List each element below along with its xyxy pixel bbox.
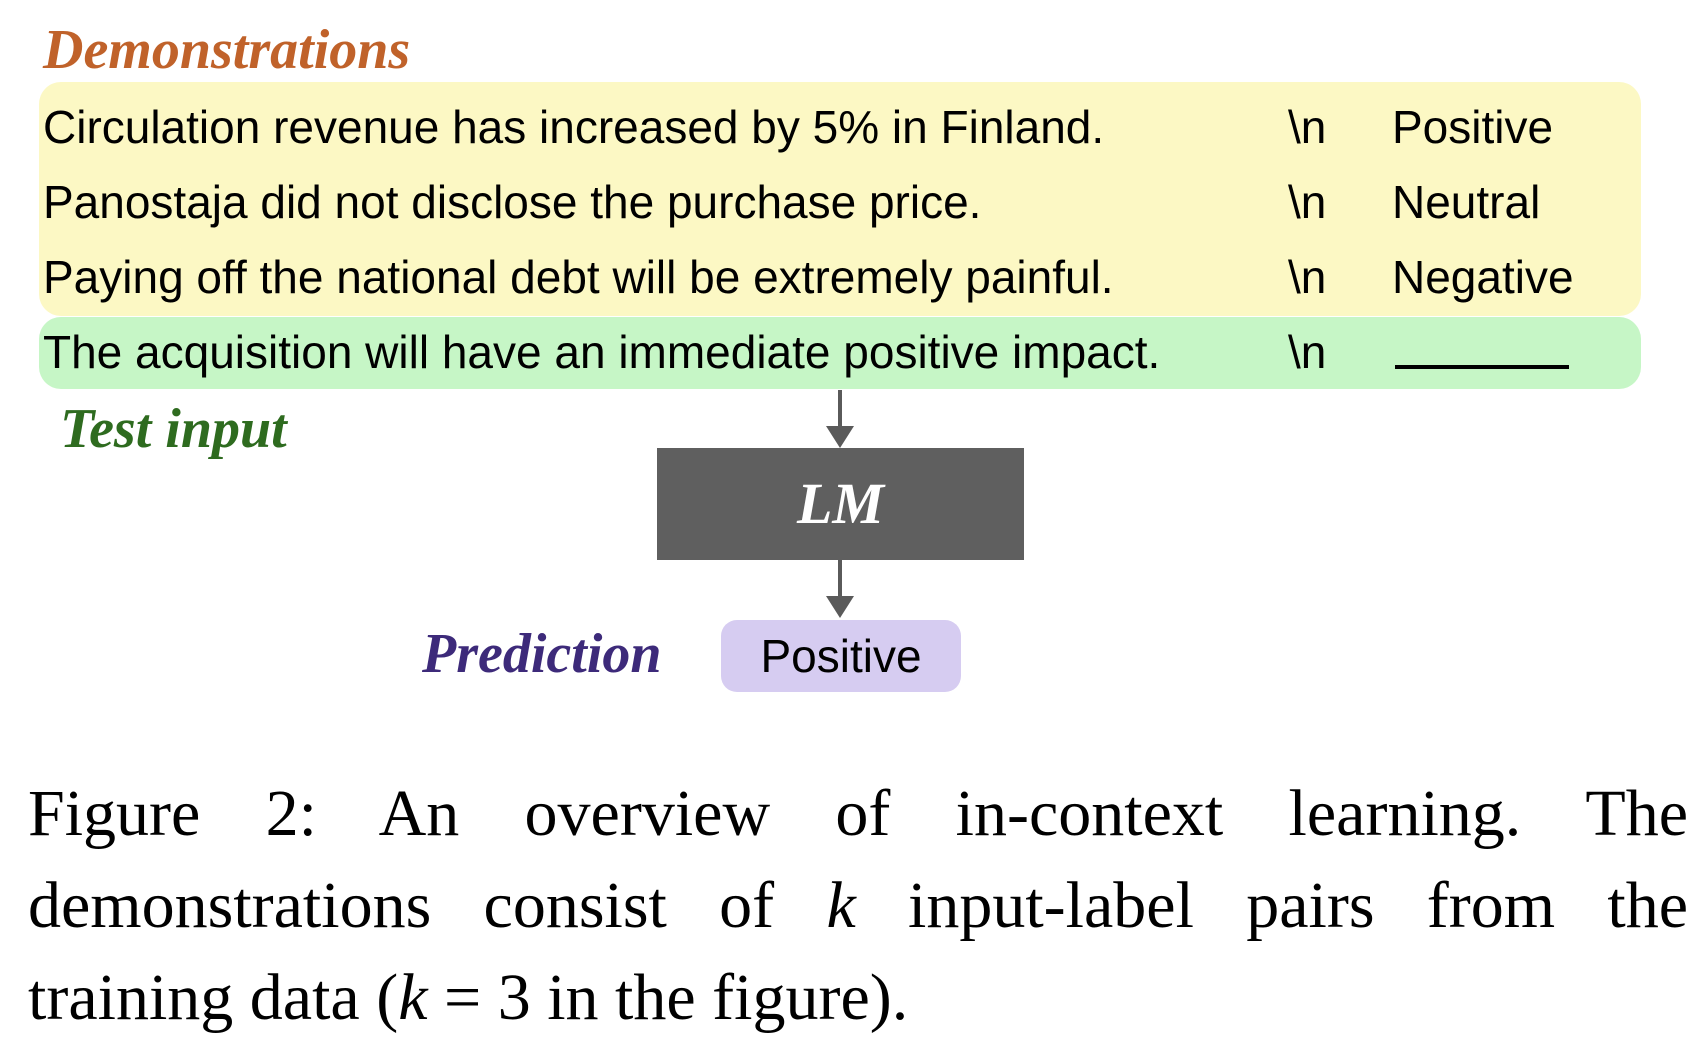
caption-text: demonstrations consist of [28, 869, 827, 942]
caption-line: Figure 2: An overview of in-context lear… [28, 777, 1688, 850]
prediction-label: Prediction [422, 623, 662, 685]
test-input-row: The acquisition will have an immediate p… [43, 315, 1603, 389]
language-model-label: LM [797, 471, 884, 536]
prediction-box: Positive [721, 620, 961, 692]
figure-caption: Figure 2: An overview of in-context lear… [28, 768, 1688, 1044]
demonstration-row: Circulation revenue has increased by 5% … [43, 90, 1603, 164]
newline-separator: \n [1288, 101, 1327, 153]
language-model-box: LM [657, 448, 1024, 560]
newline-separator: \n [1288, 326, 1327, 378]
newline-separator: \n [1288, 176, 1327, 228]
demonstration-sentence: Circulation revenue has increased by 5% … [43, 101, 1105, 153]
caption-text: training data ( [28, 961, 399, 1034]
caption-line: training data (k = 3 in the figure). [28, 952, 1688, 1044]
demonstrations-label: Demonstrations [43, 19, 411, 81]
test-input-label: Test input [60, 398, 287, 460]
arrow-shaft [838, 560, 842, 598]
arrow-head [826, 426, 854, 448]
down-arrow-icon [826, 390, 854, 448]
demonstration-label: Positive [1392, 101, 1554, 153]
newline-separator: \n [1288, 251, 1327, 303]
caption-equation: = 3 [427, 961, 531, 1034]
arrow-head [826, 596, 854, 618]
demonstration-sentence: Paying off the national debt will be ext… [43, 251, 1114, 303]
caption-line: demonstrations consist of k input-label … [28, 860, 1688, 952]
demonstration-row: Panostaja did not disclose the purchase … [43, 165, 1603, 239]
demonstration-sentence: Panostaja did not disclose the purchase … [43, 176, 982, 228]
answer-blank [1395, 365, 1569, 369]
arrow-shaft [838, 390, 842, 428]
down-arrow-icon [826, 560, 854, 618]
test-input-sentence: The acquisition will have an immediate p… [43, 326, 1161, 378]
demonstration-row: Paying off the national debt will be ext… [43, 240, 1603, 314]
prediction-value: Positive [760, 630, 922, 682]
caption-variable-k: k [398, 961, 428, 1034]
demonstration-label: Negative [1392, 251, 1574, 303]
caption-text: input-label pairs from the [855, 869, 1688, 942]
caption-variable-k: k [826, 869, 856, 942]
demonstrations-box [39, 82, 1641, 316]
caption-text: in the figure). [530, 961, 909, 1034]
demonstration-label: Neutral [1392, 176, 1541, 228]
test-input-box [39, 317, 1641, 389]
